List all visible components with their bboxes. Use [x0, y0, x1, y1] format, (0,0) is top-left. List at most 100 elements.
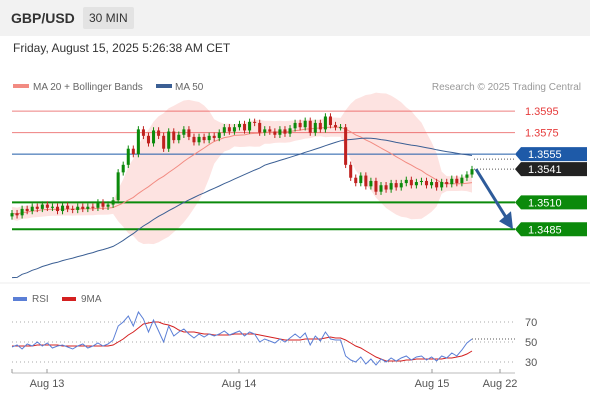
candle-body [126, 148, 130, 165]
candle-body [40, 204, 44, 209]
candle-body [217, 132, 221, 138]
candle-body [227, 127, 231, 132]
candle-body [450, 178, 454, 185]
candle-body [268, 129, 272, 132]
datetime-label: Friday, August 15, 2025 5:26:38 AM CET [13, 41, 231, 55]
candle-body [55, 206, 60, 212]
x-axis-label: Aug 13 [30, 378, 65, 390]
ma20-legend-label: MA 20 + Bollinger Bands [33, 82, 143, 93]
candle-body [293, 122, 297, 129]
candle-body [313, 122, 317, 133]
candle-body [394, 183, 398, 188]
candle-body [232, 127, 236, 132]
level-tag-support [515, 195, 587, 210]
candle-body [344, 127, 348, 165]
candle-body [71, 208, 75, 210]
candle-body [399, 183, 403, 188]
candle-body [470, 169, 474, 175]
rsi-tick-label: 70 [525, 317, 537, 329]
x-axis-label: Aug 15 [415, 378, 450, 390]
candle-body [187, 129, 191, 137]
candle-body [146, 135, 150, 144]
candle-body [111, 200, 115, 205]
forecast-arrow-head [499, 211, 513, 230]
candle-body [298, 122, 302, 128]
candle-body [404, 179, 408, 184]
candle-body [10, 213, 14, 217]
candle-body [177, 134, 181, 141]
candle-body [435, 182, 439, 188]
candle-body [283, 129, 287, 134]
candle-body [61, 205, 65, 212]
level-label-resistance: 1.3575 [525, 128, 559, 140]
candle-body [328, 116, 332, 126]
level-tag-pivot [515, 147, 587, 162]
candle-body [167, 131, 171, 149]
candle-body [364, 175, 368, 187]
candle-body [384, 185, 388, 190]
candle-body [45, 204, 49, 208]
candle-body [263, 129, 267, 133]
rsi-legend-swatch [13, 297, 27, 301]
candle-body [430, 182, 434, 186]
candle-body [369, 180, 373, 187]
level-tag-support [515, 222, 587, 237]
candle-body [162, 135, 166, 149]
level-label-support: 1.3510 [528, 197, 562, 209]
level-label-resistance: 1.3595 [525, 106, 559, 118]
candle-body [278, 129, 282, 135]
ma50-legend-label: MA 50 [175, 82, 204, 93]
candle-body [20, 208, 24, 216]
rsi-line [11, 310, 473, 366]
candle-body [136, 129, 140, 155]
candle-body [460, 177, 464, 184]
timeframe-button[interactable]: 30 MIN [83, 7, 134, 29]
ma9-line [12, 321, 473, 362]
candle-body [197, 136, 201, 143]
candle-body [152, 130, 156, 144]
candle-body [318, 122, 322, 130]
candle-body [253, 121, 257, 123]
candle-body [465, 174, 469, 178]
candle-body [182, 129, 186, 135]
candle-body [30, 206, 34, 212]
candle-body [116, 172, 120, 201]
rsi-tick-label: 50 [525, 337, 537, 349]
candle-body [50, 206, 54, 208]
candle-body [323, 116, 327, 130]
candle-body [349, 164, 353, 178]
credit-label: Research © 2025 Trading Central [432, 82, 581, 93]
candle-body [35, 206, 39, 209]
candle-body [445, 182, 449, 185]
top-bar: GBP/USD 30 MIN [0, 0, 590, 36]
symbol-label: GBP/USD [11, 10, 75, 26]
candle-body [15, 213, 19, 216]
ma50-line [11, 137, 473, 279]
candle-body [86, 206, 90, 209]
ma50-legend-swatch [156, 84, 172, 88]
candle-body [258, 122, 262, 133]
candle-body [339, 127, 343, 129]
candle-body [243, 124, 247, 131]
candle-body [121, 164, 125, 173]
candle-body [389, 183, 393, 190]
candle-body [91, 206, 95, 208]
candle-body [212, 135, 216, 138]
candle-body [308, 120, 312, 133]
candle-body [192, 136, 196, 143]
candle-body [303, 120, 307, 128]
candle-body [222, 127, 226, 133]
bollinger-band [12, 92, 472, 245]
candle-body [334, 125, 338, 128]
candle-body [374, 180, 378, 192]
candle-body [414, 182, 418, 186]
candle-body [440, 182, 444, 188]
candle-body [202, 136, 206, 141]
ma20-legend-swatch [13, 84, 29, 88]
x-axis-label: Aug 22 [483, 378, 518, 390]
candle-body [419, 180, 423, 183]
candle-body [81, 206, 85, 209]
candle-body [273, 131, 277, 135]
